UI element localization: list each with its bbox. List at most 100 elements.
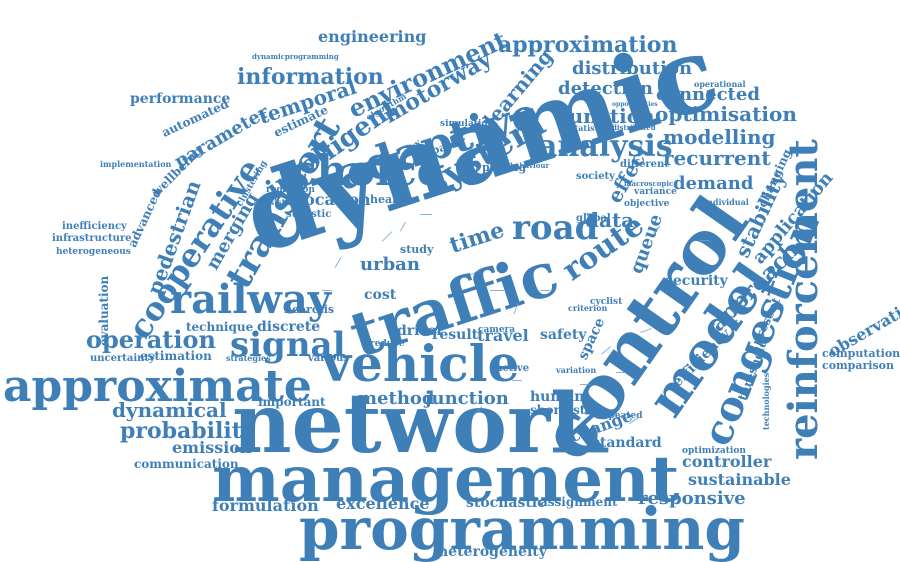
word-repeated: repeated bbox=[598, 411, 643, 421]
word-comparison: comparison bbox=[822, 359, 894, 372]
word-opportunities: opportunities bbox=[612, 101, 658, 108]
word-discrete: discrete bbox=[257, 319, 321, 335]
word-method: method bbox=[358, 388, 435, 409]
word-signal: signal bbox=[230, 325, 346, 365]
word-junction: junction bbox=[425, 388, 509, 409]
filler-mark bbox=[580, 384, 590, 385]
word-engineering: engineering bbox=[318, 27, 427, 46]
word-urban: urban bbox=[360, 254, 420, 275]
word-reduction: reduction bbox=[266, 185, 315, 195]
word-travel: travel bbox=[477, 326, 529, 345]
word-optimization: optimization bbox=[682, 446, 746, 456]
word-modelling: modelling bbox=[663, 125, 776, 149]
filler-mark bbox=[322, 290, 332, 291]
word-infrastructure: infrastructure bbox=[52, 233, 132, 244]
word-performance: performance bbox=[130, 91, 231, 107]
filler-mark bbox=[512, 380, 522, 381]
word-different: different bbox=[620, 159, 669, 170]
word-driver: driver bbox=[397, 323, 444, 339]
word-pricing: pricing bbox=[482, 161, 527, 174]
word-reduce: reduce bbox=[370, 339, 405, 349]
word-safety: safety bbox=[540, 327, 587, 343]
filler-mark bbox=[616, 372, 626, 373]
word-cyclist: cyclist bbox=[590, 297, 623, 307]
word-standard: standard bbox=[592, 435, 662, 451]
word-inefficiency: inefficiency bbox=[62, 221, 127, 232]
word-road: road bbox=[512, 208, 599, 248]
word-important: important bbox=[258, 395, 326, 409]
word-objective: objective bbox=[624, 199, 670, 209]
word-estimation: estimation bbox=[140, 349, 212, 363]
word-optimisation: optimisation bbox=[655, 102, 797, 126]
word-responsive: responsive bbox=[638, 488, 746, 509]
word-heterogeneous: heterogeneous bbox=[56, 247, 131, 257]
word-simulation: simulation bbox=[440, 119, 494, 129]
word-data: data bbox=[585, 208, 635, 232]
word-statistic: statistic bbox=[286, 209, 332, 220]
word-probability: probability bbox=[120, 418, 255, 444]
filler-mark bbox=[490, 290, 504, 291]
word-technologies: technologies bbox=[761, 372, 771, 430]
word-emission: emission bbox=[172, 438, 252, 457]
word-choice: choice bbox=[291, 146, 444, 195]
word-dynamicprogramming: dynamicprogramming bbox=[252, 52, 339, 61]
word-demand: demand bbox=[673, 173, 754, 194]
word-operational: operational bbox=[694, 79, 746, 89]
filler-mark bbox=[700, 240, 710, 241]
word-dynamical: dynamical bbox=[112, 398, 227, 422]
word-management: management bbox=[212, 442, 680, 517]
word-sustainable: sustainable bbox=[688, 470, 791, 489]
word-stochastic: stochastic bbox=[466, 495, 546, 511]
word-study: study bbox=[400, 243, 434, 256]
word-cost: cost bbox=[364, 287, 397, 303]
word-information: information bbox=[237, 64, 384, 90]
word-camera: camera bbox=[478, 325, 516, 335]
word-implementation: implementation bbox=[100, 159, 172, 169]
word-computational: computational bbox=[822, 347, 900, 360]
filler-mark bbox=[540, 290, 550, 291]
word-individual: individual bbox=[704, 197, 749, 207]
word-macroscopic: macroscopic bbox=[624, 179, 674, 188]
word-active: active bbox=[496, 363, 530, 374]
word-approximate: approximate bbox=[3, 361, 312, 412]
word-analysis: analysis bbox=[538, 129, 673, 164]
word-uncertainty: uncertainty bbox=[90, 353, 155, 364]
word-vehicle: vehicle bbox=[322, 334, 520, 393]
word-formulation: formulation bbox=[212, 496, 319, 515]
word-approximation: approximation bbox=[498, 32, 678, 58]
word-society: society bbox=[576, 171, 615, 182]
word-network: network bbox=[232, 376, 607, 472]
word-shortest: shortest bbox=[530, 403, 586, 417]
word-excellence: excellence bbox=[336, 494, 430, 513]
word-variation: variation bbox=[556, 365, 597, 375]
word-various: various bbox=[308, 353, 349, 364]
word-distribution: distribution bbox=[572, 58, 693, 79]
word-human: human bbox=[530, 389, 585, 405]
word-controller: controller bbox=[682, 452, 772, 471]
word-distributed: distributed bbox=[612, 123, 656, 132]
word-function: function bbox=[560, 104, 655, 128]
word-heterogeneity: heterogeneity bbox=[438, 544, 547, 560]
word-statistical: statistical bbox=[570, 123, 615, 133]
word-railway: railway bbox=[170, 276, 331, 323]
word-connected: connected bbox=[656, 84, 760, 105]
word-strategies: strategies bbox=[226, 353, 271, 363]
word-evaluation: evaluation bbox=[97, 275, 111, 346]
word-programming: programming bbox=[299, 495, 745, 562]
word-behaviour: behaviour bbox=[510, 161, 550, 170]
word-nearctis: nearctis bbox=[284, 303, 335, 316]
word-detection: detection bbox=[558, 78, 654, 99]
word-variance: variance bbox=[634, 187, 677, 197]
word-global: global bbox=[576, 213, 611, 224]
word-recurrent: recurrent bbox=[663, 146, 771, 170]
filler-mark bbox=[334, 257, 342, 268]
word-communication: communication bbox=[134, 457, 239, 471]
word-security: security bbox=[665, 273, 728, 289]
word-criterion: criterion bbox=[568, 303, 608, 313]
word-health: health bbox=[370, 193, 410, 206]
word-assistant: assistant bbox=[260, 197, 301, 207]
word-result: result bbox=[432, 327, 479, 343]
word-assignment: assignment bbox=[540, 495, 618, 509]
word-operation: operation bbox=[86, 325, 216, 354]
